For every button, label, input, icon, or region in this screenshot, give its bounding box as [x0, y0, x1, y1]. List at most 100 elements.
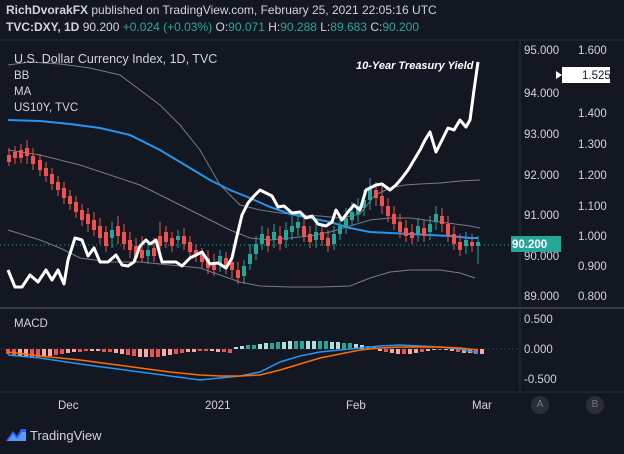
candle-body	[272, 232, 276, 240]
candle-body	[278, 236, 282, 244]
low-value: 89.683	[330, 20, 367, 34]
close-label: C:	[370, 20, 383, 34]
candle-body	[326, 238, 330, 246]
candle-body	[218, 256, 222, 264]
candle-body	[86, 214, 90, 224]
macd-histogram-bar	[282, 342, 286, 349]
symbol-label[interactable]: TVC:DXY, 1D	[6, 20, 80, 34]
high-value: 90.288	[280, 20, 317, 34]
candle-body	[140, 250, 144, 258]
candle-body	[362, 200, 366, 208]
yield-line	[6, 61, 480, 289]
macd-histogram-bar	[414, 349, 418, 353]
macd-axis[interactable]: 0.500 0.000 -0.500	[524, 314, 557, 386]
candle-body	[164, 232, 168, 242]
b-button[interactable]: B	[586, 396, 604, 414]
macd-histogram-bar	[150, 349, 154, 357]
tradingview-logo-icon[interactable]	[6, 427, 26, 443]
macd-histogram-bar	[276, 342, 280, 349]
macd-histogram-bar	[396, 349, 400, 354]
yield-badge-text: 1.525	[582, 70, 611, 82]
candle-body	[410, 232, 414, 238]
yield-tick: 1.000	[578, 231, 607, 243]
candle-body	[152, 248, 156, 256]
macd-histogram-bar	[420, 349, 424, 352]
macd-histogram-bar	[192, 349, 196, 352]
macd-histogram-bar	[120, 349, 124, 354]
macd-histogram-bar	[402, 349, 406, 354]
candle-body	[296, 222, 300, 228]
macd-histogram-bar	[408, 349, 412, 354]
brand-name[interactable]: TradingView	[30, 428, 102, 443]
candle-body	[446, 224, 450, 236]
macd-histogram-bar	[186, 349, 190, 352]
candle-body	[188, 242, 192, 252]
yield-badge: 1.525	[556, 67, 611, 83]
indicator-bb[interactable]: BB	[14, 70, 30, 82]
macd-tick: 0.500	[524, 314, 553, 326]
candle-body	[338, 226, 342, 234]
ohlc-bar: TVC:DXY, 1D 90.200 +0.024 (+0.03%) O:90.…	[6, 20, 419, 34]
footer-bar	[0, 420, 624, 454]
macd-histogram-bar	[438, 349, 442, 350]
candle-body	[254, 244, 258, 254]
price-badge-text: 90.200	[512, 239, 547, 251]
macd-histogram-bar	[90, 349, 94, 351]
macd-histogram-bar	[264, 343, 268, 349]
macd-signal-line	[7, 346, 479, 377]
open-value: 90.071	[228, 20, 265, 34]
author-name[interactable]: RichDvorakFX	[6, 3, 89, 17]
candle-body	[320, 232, 324, 240]
candle-body	[404, 228, 408, 236]
time-label: Mar	[472, 400, 492, 412]
yield-tick: 1.600	[578, 45, 607, 57]
candle-body	[62, 188, 66, 198]
indicator-macd[interactable]: MACD	[14, 318, 48, 330]
macd-histogram-bar	[270, 343, 274, 349]
candle-body	[104, 232, 108, 246]
candle-body	[368, 188, 372, 200]
macd-histogram-bar	[390, 349, 394, 353]
time-axis[interactable]: Dec 2021 Feb Mar	[58, 400, 492, 412]
macd-histogram-bar	[240, 346, 244, 349]
candle-body	[260, 234, 264, 244]
candle-body	[170, 238, 174, 246]
macd-tick: -0.500	[524, 374, 557, 386]
time-label: 2021	[205, 400, 231, 412]
macd-histogram-bar	[426, 349, 430, 351]
auto-scale-button[interactable]: A	[531, 396, 549, 414]
yield-axis[interactable]: 1.600 1.400 1.300 1.200 1.100 1.000 0.90…	[578, 45, 607, 303]
candle-body	[392, 214, 396, 224]
chart-canvas[interactable]: 95.000 94.000 93.000 92.000 91.000 90.00…	[0, 0, 624, 420]
macd-histogram-bar	[174, 349, 178, 354]
candle-body	[31, 156, 35, 164]
price-tick: 93.000	[524, 129, 559, 141]
yield-annotation: 10-Year Treasury Yield	[356, 60, 474, 72]
yield-tick: 1.300	[578, 139, 607, 151]
chart-title[interactable]: U.S. Dollar Currency Index, 1D, TVC	[14, 52, 218, 66]
last-price: 90.200	[82, 20, 120, 34]
price-axis[interactable]: 95.000 94.000 93.000 92.000 91.000 90.00…	[524, 45, 559, 303]
macd-histogram-bar	[360, 345, 364, 349]
macd-histogram-bar	[480, 349, 484, 354]
candle-body	[182, 236, 186, 244]
macd-histogram-bar	[222, 349, 226, 352]
candle-body	[308, 234, 312, 242]
time-label: Feb	[346, 400, 366, 412]
candle-body	[98, 226, 102, 238]
macd-histogram-bar	[180, 349, 184, 353]
yield-tick: 1.200	[578, 170, 607, 182]
price-tick: 95.000	[524, 45, 559, 57]
indicator-us10y[interactable]: US10Y, TVC	[14, 102, 79, 114]
candle-body	[452, 234, 456, 244]
candle-body	[25, 148, 29, 156]
macd-histogram-bar	[342, 343, 346, 349]
macd-histogram-bar	[108, 349, 112, 352]
candle-body	[290, 226, 294, 232]
macd-histogram-bar	[216, 349, 220, 352]
candle-body	[68, 196, 72, 204]
macd-histogram-bar	[126, 349, 130, 355]
candle-body	[458, 242, 462, 250]
indicator-ma[interactable]: MA	[14, 86, 32, 98]
candle-body	[194, 250, 198, 256]
